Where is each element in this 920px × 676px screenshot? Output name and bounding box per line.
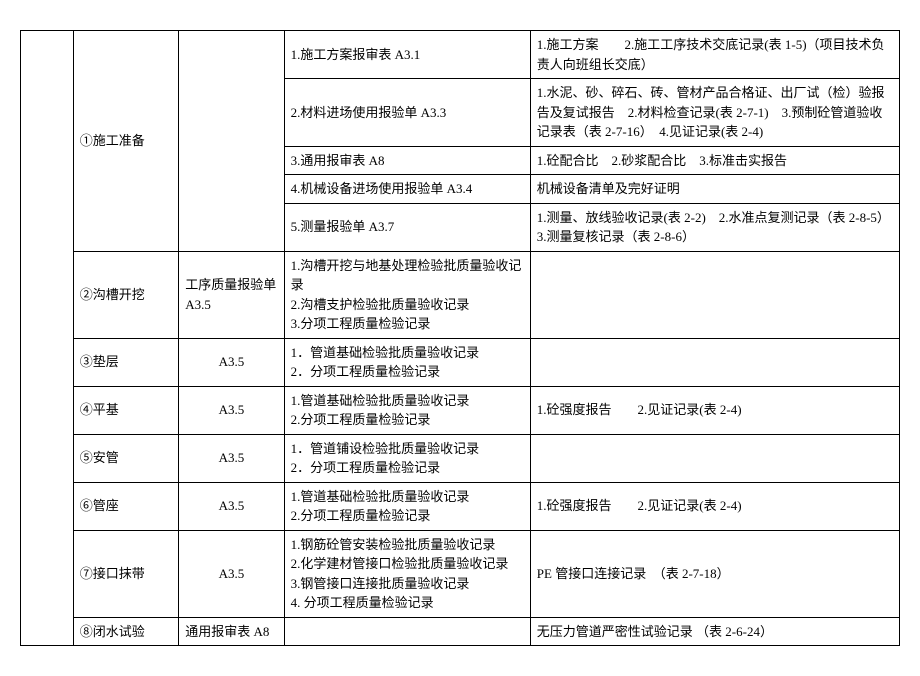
cell (530, 338, 899, 386)
cell: A3.5 (179, 338, 284, 386)
cell: 1.砼配合比 2.砂浆配合比 3.标准击实报告 (530, 146, 899, 175)
cell: 通用报审表 A8 (179, 617, 284, 646)
cell: A3.5 (179, 530, 284, 617)
cell: 1．管道铺设检验批质量验收记录 2．分项工程质量检验记录 (284, 434, 530, 482)
cell: 1.管道基础检验批质量验收记录 2.分项工程质量检验记录 (284, 482, 530, 530)
cell: 1.水泥、砂、碎石、砖、管材产品合格证、出厂试（检）验报告及复试报告 2.材料检… (530, 79, 899, 147)
cell-step-3: ③垫层 (73, 338, 178, 386)
cell: A3.5 (179, 434, 284, 482)
cell: 5.测量报验单 A3.7 (284, 203, 530, 251)
table-row: ③垫层 A3.5 1．管道基础检验批质量验收记录 2．分项工程质量检验记录 (21, 338, 900, 386)
cell: PE 管接口连接记录 （表 2-7-18） (530, 530, 899, 617)
table-row: ⑧闭水试验 通用报审表 A8 无压力管道严密性试验记录 （表 2-6-24） (21, 617, 900, 646)
cell: 1．管道基础检验批质量验收记录 2．分项工程质量检验记录 (284, 338, 530, 386)
cell-step-2: ②沟槽开挖 (73, 251, 178, 338)
cell: 机械设备清单及完好证明 (530, 175, 899, 204)
cell-step-8: ⑧闭水试验 (73, 617, 178, 646)
table-row: ⑥管座 A3.5 1.管道基础检验批质量验收记录 2.分项工程质量检验记录 1.… (21, 482, 900, 530)
cell: 1.砼强度报告 2.见证记录(表 2-4) (530, 482, 899, 530)
cell (284, 617, 530, 646)
cell-step-1: ①施工准备 (73, 31, 178, 252)
cell: A3.5 (179, 386, 284, 434)
cell: 1.测量、放线验收记录(表 2-2) 2.水准点复测记录（表 2-8-5） 3.… (530, 203, 899, 251)
table-row: ⑤安管 A3.5 1．管道铺设检验批质量验收记录 2．分项工程质量检验记录 (21, 434, 900, 482)
cell-step-6: ⑥管座 (73, 482, 178, 530)
cell: 2.材料进场使用报验单 A3.3 (284, 79, 530, 147)
cell: 1.钢筋砼管安装检验批质量验收记录 2.化学建材管接口检验批质量验收记录 3.钢… (284, 530, 530, 617)
table-row: ⑦接口抹带 A3.5 1.钢筋砼管安装检验批质量验收记录 2.化学建材管接口检验… (21, 530, 900, 617)
cell: A3.5 (179, 482, 284, 530)
cell-step-7: ⑦接口抹带 (73, 530, 178, 617)
table-row: ②沟槽开挖 工序质量报验单 A3.5 1.沟槽开挖与地基处理检验批质量验收记录 … (21, 251, 900, 338)
cell: 工序质量报验单 A3.5 (179, 251, 284, 338)
cell (530, 434, 899, 482)
cell-step-4: ④平基 (73, 386, 178, 434)
cell: 1.沟槽开挖与地基处理检验批质量验收记录 2.沟槽支护检验批质量验收记录 3.分… (284, 251, 530, 338)
cell-step-5: ⑤安管 (73, 434, 178, 482)
cell (179, 31, 284, 252)
cell: 1.砼强度报告 2.见证记录(表 2-4) (530, 386, 899, 434)
cell (530, 251, 899, 338)
cell: 无压力管道严密性试验记录 （表 2-6-24） (530, 617, 899, 646)
construction-table: ①施工准备 1.施工方案报审表 A3.1 1.施工方案 2.施工工序技术交底记录… (20, 30, 900, 646)
table-row: ④平基 A3.5 1.管道基础检验批质量验收记录 2.分项工程质量检验记录 1.… (21, 386, 900, 434)
cell: 3.通用报审表 A8 (284, 146, 530, 175)
cell: 1.管道基础检验批质量验收记录 2.分项工程质量检验记录 (284, 386, 530, 434)
cell: 4.机械设备进场使用报验单 A3.4 (284, 175, 530, 204)
cell: 1.施工方案 2.施工工序技术交底记录(表 1-5)（项目技术负责人向班组长交底… (530, 31, 899, 79)
table-row: ①施工准备 1.施工方案报审表 A3.1 1.施工方案 2.施工工序技术交底记录… (21, 31, 900, 79)
cell (21, 31, 74, 646)
cell: 1.施工方案报审表 A3.1 (284, 31, 530, 79)
